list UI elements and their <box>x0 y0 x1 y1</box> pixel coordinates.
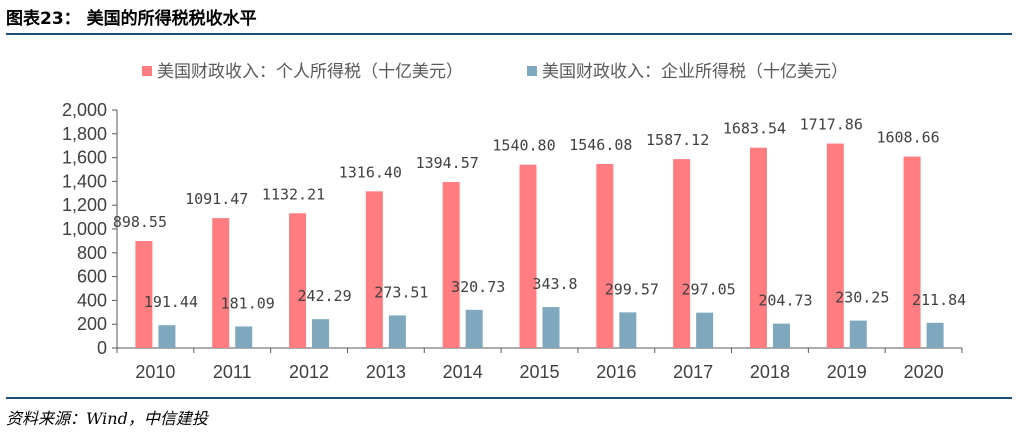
bar-personal-income-tax <box>365 191 383 348</box>
bar-personal-income-tax <box>519 164 537 348</box>
data-label-personal: 1316.40 <box>339 163 402 181</box>
data-label-corporate: 343.8 <box>532 275 577 293</box>
x-tick-label: 2017 <box>673 362 713 382</box>
x-tick-label: 2018 <box>750 362 790 382</box>
legend: 美国财政收入：个人所得税（十亿美元） 美国财政收入：企业所得税（十亿美元） <box>142 62 848 82</box>
data-label-personal: 1587.12 <box>646 131 709 149</box>
bar-personal-income-tax <box>673 159 691 348</box>
bar-corporate-income-tax <box>619 312 637 348</box>
y-tick-label: 600 <box>77 267 107 287</box>
source-note: 资料来源：Wind，中信建投 <box>6 409 208 428</box>
data-label-personal: 1608.66 <box>876 129 939 147</box>
bar-corporate-income-tax <box>465 309 483 348</box>
bar-corporate-income-tax <box>542 307 560 348</box>
data-label-personal: 1132.21 <box>262 185 325 203</box>
bar-personal-income-tax <box>135 241 153 348</box>
bar-personal-income-tax <box>289 213 307 348</box>
data-label-personal: 898.55 <box>113 213 167 231</box>
bar-personal-income-tax <box>826 143 844 348</box>
bar-corporate-income-tax <box>849 320 867 348</box>
x-tick-label: 2010 <box>135 362 175 382</box>
data-label-corporate: 191.44 <box>144 293 198 311</box>
bar-corporate-income-tax <box>696 312 714 348</box>
legend-label-personal: 美国财政收入：个人所得税（十亿美元） <box>157 62 463 82</box>
bar-corporate-income-tax <box>388 315 406 348</box>
data-label-personal: 1683.54 <box>723 120 786 138</box>
y-tick-label: 800 <box>77 243 107 263</box>
bar-corporate-income-tax <box>926 322 944 348</box>
bar-personal-income-tax <box>596 164 614 348</box>
bar-corporate-income-tax <box>312 319 330 348</box>
x-tick-label: 2020 <box>904 362 944 382</box>
y-tick-label: 1,000 <box>62 219 107 239</box>
x-tick-label: 2011 <box>213 362 252 382</box>
legend-label-corporate: 美国财政收入：企业所得税（十亿美元） <box>542 62 848 82</box>
data-label-personal: 1546.08 <box>569 136 632 154</box>
data-label-corporate: 299.57 <box>605 280 659 298</box>
y-tick-label: 1,600 <box>62 148 107 168</box>
data-labels: 898.55 1091.47 1132.21 1316.40 1394.57 1540.8… <box>113 116 966 313</box>
bar-corporate-income-tax <box>235 326 253 348</box>
top-rule <box>6 33 1012 35</box>
data-label-corporate: 320.73 <box>451 278 505 296</box>
y-tick-label: 200 <box>77 314 107 334</box>
bar-personal-income-tax <box>442 182 460 348</box>
x-tick-label: 2019 <box>827 362 867 382</box>
chart-title: 图表23： 美国的所得税税收水平 <box>6 9 257 29</box>
bar-corporate-income-tax <box>158 325 176 348</box>
y-tick-label: 1,800 <box>62 124 107 144</box>
data-label-personal: 1091.47 <box>185 190 248 208</box>
data-label-corporate: 181.09 <box>221 294 275 312</box>
bars <box>135 143 944 348</box>
data-label-corporate: 230.25 <box>835 289 889 307</box>
data-label-corporate: 211.84 <box>912 291 966 309</box>
x-tick-label: 2016 <box>596 362 636 382</box>
data-label-corporate: 297.05 <box>682 281 736 299</box>
bar-corporate-income-tax <box>772 323 790 348</box>
x-tick-label: 2013 <box>366 362 406 382</box>
y-tick-label: 2,000 <box>62 100 107 120</box>
data-label-personal: 1540.80 <box>492 137 555 155</box>
y-tick-label: 400 <box>77 290 107 310</box>
bar-personal-income-tax <box>903 156 921 348</box>
bar-personal-income-tax <box>212 218 230 348</box>
bottom-rule <box>6 397 1012 399</box>
axes: 0 200 400 600 800 1,000 1,200 1,400 1,600 1,800 2,… <box>62 100 963 382</box>
data-label-corporate: 204.73 <box>758 292 812 310</box>
data-label-personal: 1717.86 <box>800 116 863 134</box>
x-tick-label: 2015 <box>519 362 559 382</box>
bar-personal-income-tax <box>749 147 767 348</box>
legend-swatch-corporate <box>527 66 537 76</box>
y-tick-label: 1,200 <box>62 195 107 215</box>
data-label-corporate: 273.51 <box>374 283 428 301</box>
y-tick-label: 0 <box>97 338 107 358</box>
x-tick-label: 2012 <box>289 362 329 382</box>
data-label-corporate: 242.29 <box>297 287 351 305</box>
legend-swatch-personal <box>142 66 152 76</box>
x-tick-label: 2014 <box>443 362 483 382</box>
data-label-personal: 1394.57 <box>416 154 479 172</box>
y-tick-label: 1,400 <box>62 171 107 191</box>
